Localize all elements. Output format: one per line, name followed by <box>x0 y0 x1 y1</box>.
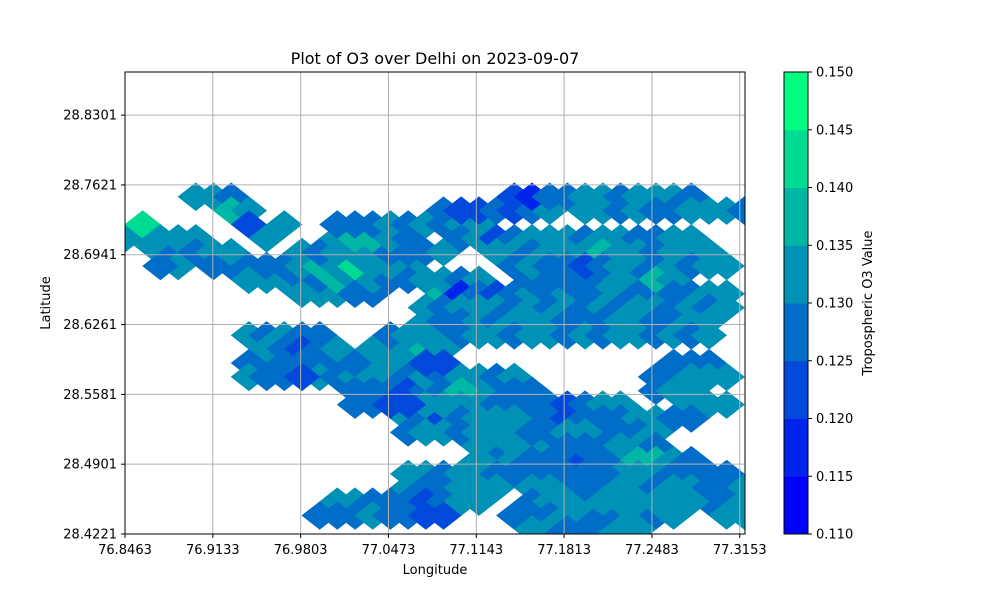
colorbar-band <box>784 72 808 131</box>
o3-cell <box>708 390 745 419</box>
colorbar-tick-label: 0.115 <box>816 470 853 485</box>
x-tick-label: 77.0473 <box>362 543 416 558</box>
x-tick-label: 76.9133 <box>186 543 240 558</box>
colorbar-tick-label: 0.150 <box>816 66 853 81</box>
y-tick-label: 28.5581 <box>63 388 117 403</box>
o3-cell <box>550 557 585 585</box>
o3-cell <box>460 487 498 516</box>
colorbar-tick-label: 0.130 <box>816 297 853 312</box>
y-tick-label: 28.8301 <box>63 109 117 124</box>
data-cells <box>125 182 745 585</box>
o3-cell <box>283 362 321 392</box>
o3-cell <box>407 348 444 378</box>
o3-cell <box>673 487 710 516</box>
x-axis-label: Longitude <box>403 563 468 578</box>
o3-cell <box>673 404 710 433</box>
colorbar-band <box>784 187 808 246</box>
colorbar-band <box>784 245 808 304</box>
x-axis-ticks: 76.8463 76.9133 76.9803 77.0473 77.1143 77.18… <box>98 534 767 558</box>
y-tick-label: 28.6941 <box>63 248 117 263</box>
x-tick-label: 76.8463 <box>98 543 152 558</box>
colorbar-tick-label: 0.135 <box>816 239 853 254</box>
x-tick-label: 77.1813 <box>537 543 591 558</box>
o3-cell <box>743 486 745 489</box>
colorbar-tick-label: 0.125 <box>816 354 853 369</box>
x-tick-label: 77.2483 <box>625 543 679 558</box>
y-tick-label: 28.4221 <box>63 528 117 543</box>
x-tick-label: 77.1143 <box>449 543 503 558</box>
chart-title: Plot of O3 over Delhi on 2023-09-07 <box>291 49 580 68</box>
o3-cell <box>425 501 462 530</box>
colorbar-band <box>784 303 808 362</box>
o3-cell <box>726 501 745 530</box>
o3-cell <box>596 529 610 534</box>
x-tick-label: 77.3153 <box>713 543 767 558</box>
o3-cell <box>585 557 620 585</box>
o3-cell <box>549 432 586 461</box>
colorbar-band <box>784 129 808 188</box>
colorbar-band <box>784 476 808 535</box>
y-axis-ticks: 28.4221 28.4901 28.5581 28.6261 28.6941 28.76… <box>63 109 125 543</box>
colorbar-tick-label: 0.120 <box>816 412 853 427</box>
o3-cell <box>726 196 745 225</box>
o3-cell <box>614 529 627 534</box>
y-axis-label: Latitude <box>39 276 54 330</box>
o3-cell <box>743 500 745 503</box>
o3-cell <box>266 210 303 239</box>
colorbar-tick-label: 0.140 <box>816 181 853 196</box>
colorbar-bands <box>784 72 808 535</box>
o3-cell <box>543 529 557 534</box>
o3-cell <box>425 390 462 419</box>
o3-cell <box>372 501 409 530</box>
colorbar-band <box>784 360 808 419</box>
colorbar-label: Tropospheric O3 Value <box>861 230 876 376</box>
o3-cell <box>743 514 745 517</box>
o3-cell <box>460 445 498 475</box>
o3-cell <box>496 404 533 433</box>
colorbar-ticks: 0.110 0.115 0.120 0.125 0.130 0.135 0.140 0.145… <box>808 66 853 543</box>
colorbar-tick-label: 0.145 <box>816 123 853 138</box>
o3-cell <box>578 529 592 534</box>
o3-cell <box>389 390 427 419</box>
y-tick-label: 28.4901 <box>63 458 117 473</box>
y-tick-label: 28.6261 <box>63 318 117 333</box>
o3-cell <box>620 515 657 534</box>
x-tick-label: 76.9803 <box>274 543 328 558</box>
colorbar-tick-label: 0.110 <box>816 528 853 543</box>
o3-cell <box>567 557 602 585</box>
y-tick-label: 28.7621 <box>63 178 117 193</box>
plot-frame <box>124 71 746 535</box>
colorbar: 0.110 0.115 0.120 0.125 0.130 0.135 0.140 0.145… <box>783 66 876 543</box>
o3-cell <box>142 251 179 281</box>
colorbar-band <box>784 418 808 477</box>
